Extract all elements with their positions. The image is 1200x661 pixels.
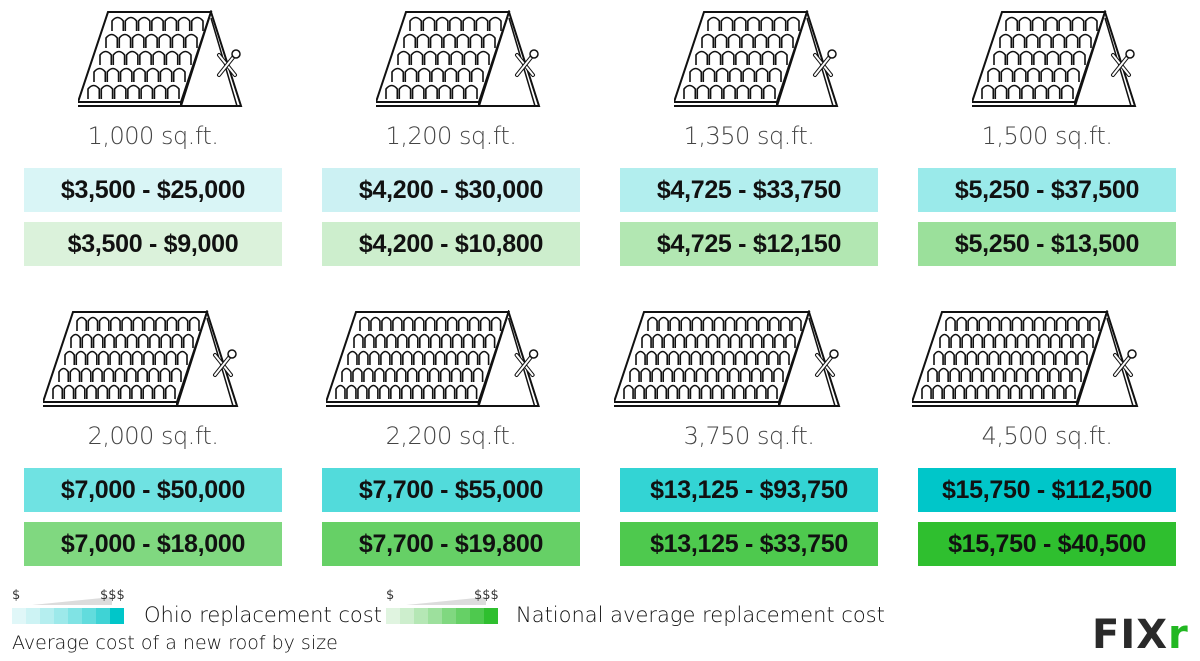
national-cost-range: $4,200 - $10,800 [322, 222, 580, 266]
roof-size-label: 1,200 sq.ft. [385, 122, 517, 150]
chart-caption: Average cost of a new roof by size [12, 632, 338, 654]
roof-icon [612, 308, 904, 415]
roof-icon [672, 8, 864, 115]
ohio-legend-low: $ [12, 588, 21, 603]
scale-swatch [82, 608, 96, 624]
scale-swatch [386, 608, 400, 624]
national-cost-range: $3,500 - $9,000 [24, 222, 282, 266]
scale-swatch [96, 608, 110, 624]
logo-text-main: FIX [1092, 612, 1169, 658]
roof-icon [374, 8, 566, 115]
scale-swatch [110, 608, 124, 624]
ohio-cost-range: $5,250 - $37,500 [918, 168, 1176, 212]
scale-swatch [442, 608, 456, 624]
ohio-cost-range: $7,000 - $50,000 [24, 468, 282, 512]
scale-swatch [456, 608, 470, 624]
scale-swatch [40, 608, 54, 624]
scale-swatch [26, 608, 40, 624]
ohio-legend-ramp [32, 597, 112, 605]
roof-size-label: 1,000 sq.ft. [87, 122, 219, 150]
roof-size-label: 1,350 sq.ft. [683, 122, 815, 150]
scale-swatch [484, 608, 498, 624]
scale-swatch [68, 608, 82, 624]
roof-icon [324, 308, 596, 415]
roof-size-label: 1,500 sq.ft. [981, 122, 1113, 150]
national-cost-range: $7,700 - $19,800 [322, 522, 580, 566]
national-legend-label: National average replacement cost [516, 603, 885, 627]
scale-swatch [54, 608, 68, 624]
ohio-cost-range: $7,700 - $55,000 [322, 468, 580, 512]
national-color-scale [386, 608, 498, 624]
roof-icon [910, 308, 1200, 415]
ohio-cost-range: $13,125 - $93,750 [620, 468, 878, 512]
ohio-cost-range: $4,200 - $30,000 [322, 168, 580, 212]
ohio-cost-range: $4,725 - $33,750 [620, 168, 878, 212]
logo-text-accent: r [1168, 612, 1189, 658]
scale-swatch [12, 608, 26, 624]
scale-swatch [470, 608, 484, 624]
national-legend-high: $$$ [474, 588, 499, 603]
roof-size-label: 3,750 sq.ft. [683, 422, 815, 450]
national-cost-range: $5,250 - $13,500 [918, 222, 1176, 266]
roof-size-label: 4,500 sq.ft. [981, 422, 1113, 450]
national-legend-ramp [406, 597, 486, 605]
national-cost-range: $4,725 - $12,150 [620, 222, 878, 266]
national-cost-range: $13,125 - $33,750 [620, 522, 878, 566]
ohio-cost-range: $3,500 - $25,000 [24, 168, 282, 212]
roof-icon [76, 8, 268, 115]
ohio-color-scale [12, 608, 124, 624]
national-legend-low: $ [386, 588, 395, 603]
fixr-logo: FIXr [1092, 612, 1189, 658]
scale-swatch [400, 608, 414, 624]
ohio-legend-high: $$$ [100, 588, 125, 603]
national-cost-range: $7,000 - $18,000 [24, 522, 282, 566]
scale-swatch [414, 608, 428, 624]
roof-icon [970, 8, 1162, 115]
scale-swatch [428, 608, 442, 624]
national-cost-range: $15,750 - $40,500 [918, 522, 1176, 566]
ohio-cost-range: $15,750 - $112,500 [918, 468, 1176, 512]
ohio-legend-label: Ohio replacement cost [144, 603, 382, 627]
roof-size-label: 2,200 sq.ft. [385, 422, 517, 450]
roof-icon [41, 308, 283, 415]
roof-size-label: 2,000 sq.ft. [87, 422, 219, 450]
